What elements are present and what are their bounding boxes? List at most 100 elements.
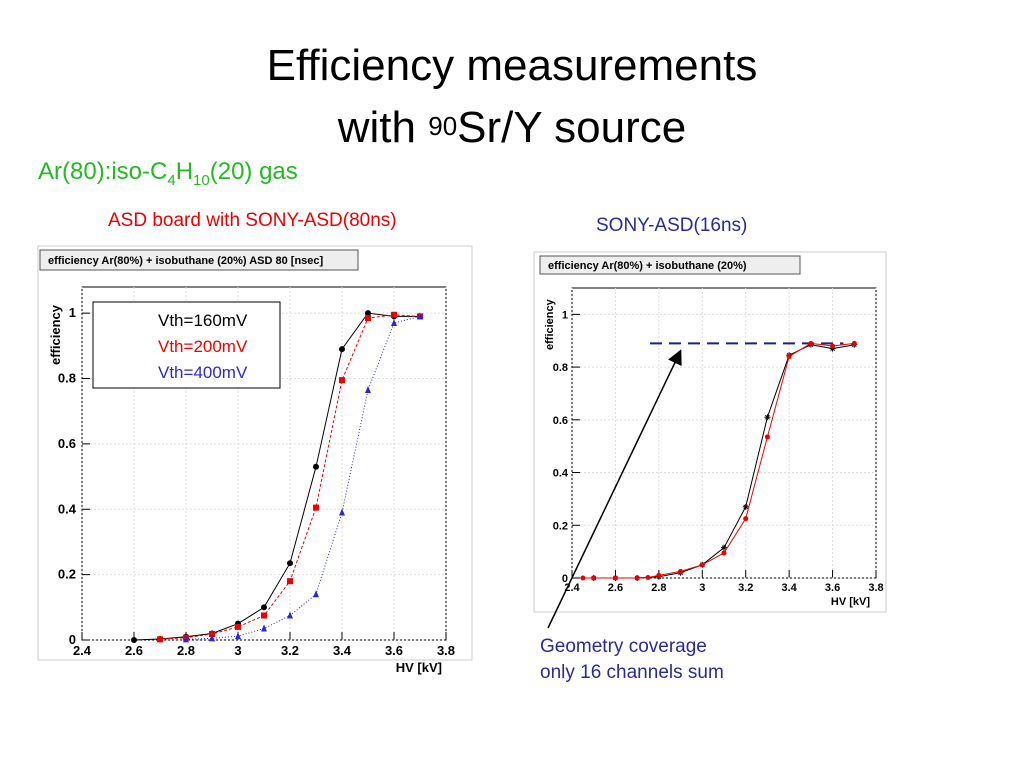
data-point: [743, 516, 749, 522]
data-point: [764, 434, 770, 440]
data-point: [656, 572, 662, 578]
data-point: [157, 636, 163, 643]
x-tick-label: 3.2: [738, 582, 753, 594]
data-point: [365, 385, 371, 393]
data-point: [131, 637, 137, 643]
left-chart-title: efficiency Ar(80%) + isobuthane (20%) AS…: [48, 255, 324, 267]
data-point: [339, 377, 345, 384]
x-tick-label: 3.6: [385, 643, 403, 658]
series-line-2: [185, 315, 421, 640]
x-tick-label: 2.6: [125, 643, 143, 658]
data-point: [339, 346, 345, 353]
x-tick-label: 3.8: [868, 582, 883, 594]
data-point: [786, 354, 792, 360]
right-x-axis-label: HV [kV]: [831, 596, 870, 608]
data-point: [313, 504, 319, 511]
star-stroke: [743, 504, 749, 510]
x-tick-label: 3.4: [781, 582, 797, 594]
note-line1: Geometry coverage: [540, 636, 707, 657]
left-chart-title-box: [39, 249, 359, 271]
x-tick-label: 2.8: [651, 582, 666, 594]
gas-sub: 10: [193, 172, 210, 189]
data-point: [339, 508, 345, 516]
gas-part: (20) gas: [209, 158, 298, 185]
right-chart-caption: SONY-ASD(16ns): [596, 215, 748, 236]
data-point: [699, 562, 705, 568]
note-line2: only 16 channels sum: [540, 662, 724, 683]
slide-title-line2: with 90Sr/Y source: [0, 100, 1024, 156]
left-chart-caption: ASD board with SONY-ASD(80ns): [108, 210, 397, 231]
right-chart-title-box: [539, 255, 801, 275]
data-point: [287, 578, 293, 585]
x-tick-label: 3.6: [825, 582, 840, 594]
data-point: [235, 623, 241, 630]
star-stroke: [765, 414, 770, 420]
right-y-ticks: 0 0.2 0.4 0.6 0.8 1: [553, 309, 569, 585]
left-x-ticks: 2.4 2.6 2.8 3 3.2 3.4 3.6 3.8: [73, 643, 455, 658]
y-tick-label: 0.4: [58, 501, 77, 516]
data-point: [287, 611, 293, 619]
y-tick-label: 0: [562, 573, 568, 585]
x-tick-label: 3.4: [333, 643, 352, 658]
title-prefix: with: [337, 103, 429, 152]
x-tick-label: 3: [699, 582, 705, 594]
star-stroke: [721, 545, 727, 551]
x-tick-label: 3: [234, 643, 241, 658]
data-point: [183, 635, 189, 643]
x-tick-label: 2.8: [177, 643, 195, 658]
series-line-0: [133, 312, 420, 641]
y-tick-label: 0.8: [58, 371, 76, 386]
isotope-superscript: 90: [428, 111, 458, 141]
left-legend: [92, 301, 281, 389]
x-tick-label: 3.8: [437, 643, 455, 658]
data-point: [313, 590, 319, 598]
y-tick-label: 0.2: [553, 520, 568, 532]
right-series: [580, 340, 858, 581]
x-tick-label: 3.2: [281, 643, 299, 658]
data-point: [261, 612, 267, 619]
data-point: [313, 463, 319, 470]
data-point: [287, 560, 293, 567]
legend-entry-vth200: Vth=200mV: [158, 337, 248, 356]
data-point: [830, 343, 836, 349]
right-plot-area: [571, 287, 877, 579]
gas-part: Ar(80):iso-C: [38, 158, 168, 185]
data-point: [591, 575, 597, 581]
data-point: [417, 312, 423, 320]
gas-part: H: [175, 158, 194, 185]
left-x-axis-label: HV [kV]: [396, 660, 442, 675]
data-point: [808, 340, 814, 346]
right-chart: efficiency Ar(80%) + isobuthane (20%) 2.…: [533, 251, 887, 629]
legend-entry-vth400: Vth=400mV: [158, 363, 248, 382]
gas-sub: 4: [167, 172, 176, 189]
right-y-axis-label: efficiency: [544, 298, 556, 350]
legend-entry-vth160: Vth=160mV: [158, 311, 248, 330]
data-point: [261, 604, 267, 611]
data-point: [365, 310, 371, 317]
data-point: [365, 315, 371, 322]
left-y-axis-label: efficiency: [48, 304, 63, 365]
y-tick-label: 1: [562, 309, 568, 321]
y-tick-label: 1: [69, 305, 76, 320]
data-point: [764, 414, 771, 421]
left-series: [131, 310, 423, 643]
data-point: [721, 550, 727, 556]
slide-title-line1: Efficiency measurements: [266, 41, 758, 90]
data-point: [851, 340, 857, 346]
data-point: [209, 634, 215, 642]
right-chart-title: efficiency Ar(80%) + isobuthane (20%): [548, 260, 747, 272]
data-point: [391, 311, 397, 318]
data-point: [235, 632, 241, 640]
x-tick-label: 2.4: [73, 643, 92, 658]
y-tick-label: 0.8: [553, 362, 568, 374]
data-point: [209, 631, 215, 638]
data-point: [721, 544, 727, 551]
title-suffix: Sr/Y source: [457, 103, 687, 152]
data-point: [678, 568, 684, 574]
y-tick-label: 0.6: [553, 415, 568, 427]
right-x-ticks: 2.4 2.6 2.8 3 3.2 3.4 3.6 3.8: [564, 582, 883, 594]
data-point: [742, 503, 749, 510]
y-tick-label: 0: [69, 632, 76, 647]
data-point: [612, 575, 618, 581]
